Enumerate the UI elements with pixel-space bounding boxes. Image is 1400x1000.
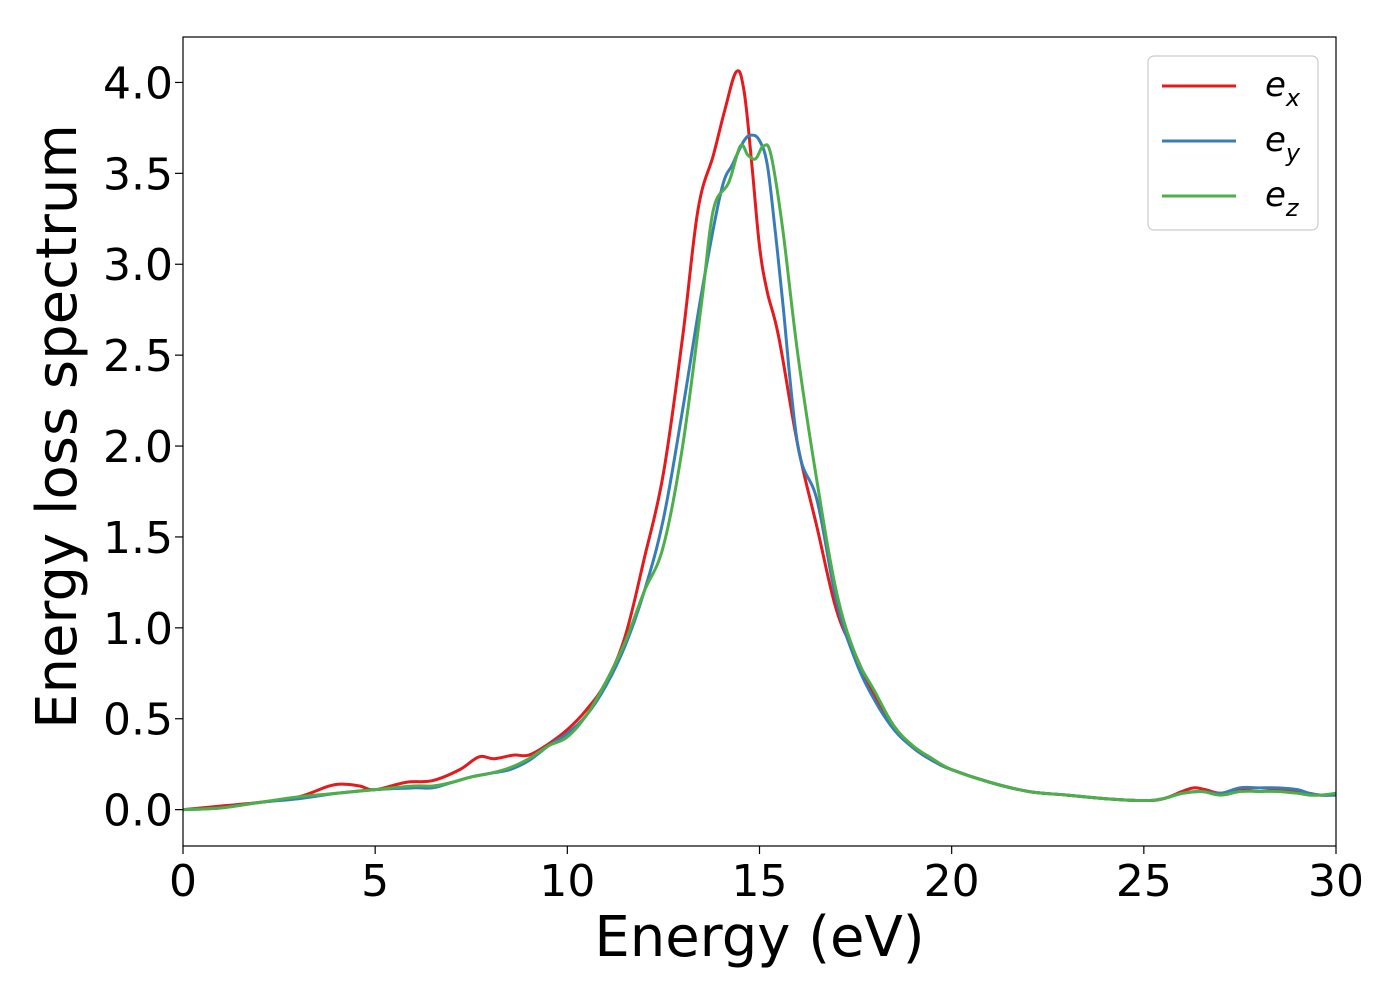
legend-label-base: e bbox=[1265, 175, 1286, 215]
x-axis-label: Energy (eV) bbox=[594, 905, 924, 970]
legend-label-base: e bbox=[1265, 65, 1286, 105]
series-line-ex bbox=[183, 69, 1336, 812]
y-tick-label: 3.0 bbox=[103, 240, 173, 291]
x-tick-label: 10 bbox=[539, 856, 595, 907]
legend-label-base: e bbox=[1265, 120, 1286, 160]
y-tick-label: 1.0 bbox=[103, 604, 173, 655]
y-tick-label: 2.0 bbox=[103, 422, 173, 473]
x-tick-label: 15 bbox=[732, 856, 788, 907]
x-tick-label: 30 bbox=[1308, 856, 1364, 907]
y-tick-label: 1.5 bbox=[103, 513, 173, 564]
series-layer bbox=[183, 69, 1336, 812]
y-tick-label: 0.5 bbox=[103, 695, 173, 746]
legend-label-ex: ex bbox=[1265, 65, 1301, 112]
legend-label-subscript: y bbox=[1285, 139, 1301, 167]
x-tick-label: 25 bbox=[1116, 856, 1172, 907]
legend-label-ez: ez bbox=[1265, 175, 1300, 222]
legend-box bbox=[1147, 55, 1319, 231]
x-tick-label: 5 bbox=[361, 856, 389, 907]
y-tick-label: 0.0 bbox=[103, 786, 173, 837]
x-tick-label: 0 bbox=[169, 856, 197, 907]
y-tick-label: 3.5 bbox=[103, 149, 173, 200]
y-tick-label: 2.5 bbox=[103, 331, 173, 382]
y-tick-label: 4.0 bbox=[103, 58, 173, 109]
x-tick-label: 20 bbox=[924, 856, 980, 907]
legend-label-subscript: z bbox=[1285, 194, 1300, 222]
legend-label-subscript: x bbox=[1285, 84, 1301, 112]
series-line-ez bbox=[183, 143, 1336, 812]
legend-label-ey: ey bbox=[1265, 120, 1301, 167]
ticks-layer: 0 5 10 15 20 25 30 0.0 0.5 1.0 1.5 2.0 2.5 3.0 3.5 4.0 bbox=[103, 58, 1364, 907]
y-axis-label: Energy loss spectrum bbox=[25, 124, 90, 729]
